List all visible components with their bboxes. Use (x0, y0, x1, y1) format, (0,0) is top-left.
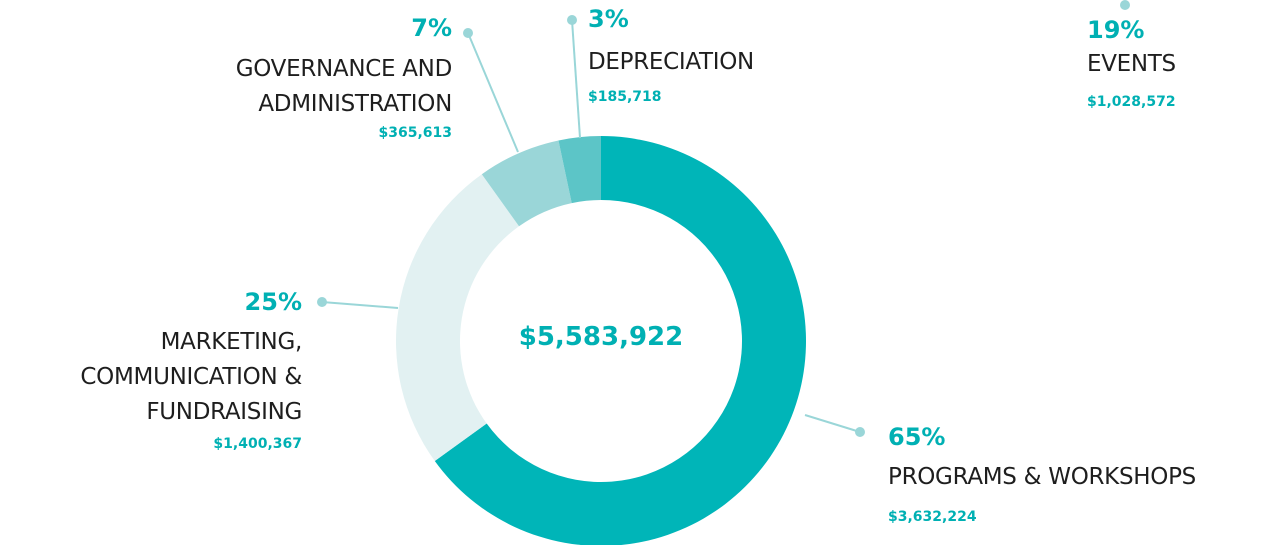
percent-label: 3% (588, 5, 629, 33)
category-label: EVENTS (1087, 51, 1176, 77)
leader-dot (1120, 0, 1130, 10)
category-label: MARKETING, COMMUNICATION & FUNDRAISING (80, 329, 302, 425)
value-label: $365,613 (378, 125, 452, 141)
leader-dot (317, 297, 327, 307)
leader-line (321, 301, 399, 309)
percent-label: 25% (244, 288, 302, 316)
donut-slice (434, 136, 806, 545)
donut-slice (481, 140, 572, 227)
leader-dot (567, 15, 577, 25)
value-label: $1,028,572 (1087, 94, 1176, 110)
percent-label: 65% (888, 423, 946, 451)
category-label: GOVERNANCE AND ADMINISTRATION (235, 56, 453, 117)
leader-line (571, 19, 581, 139)
value-label: $1,400,367 (213, 436, 302, 452)
leader-dot (855, 427, 865, 437)
category-label: DEPRECIATION (588, 49, 754, 75)
category-label: PROGRAMS & WORKSHOPS (888, 464, 1196, 490)
percent-label: 19% (1087, 16, 1145, 44)
leader-line (804, 414, 861, 433)
center-total: $5,583,922 (518, 322, 684, 352)
percent-label: 7% (411, 14, 452, 42)
donut-slice (558, 136, 601, 204)
leader-dot (463, 28, 473, 38)
value-label: $3,632,224 (888, 509, 977, 525)
value-label: $185,718 (588, 89, 662, 105)
leader-line (467, 32, 519, 153)
donut-slice (396, 174, 520, 461)
